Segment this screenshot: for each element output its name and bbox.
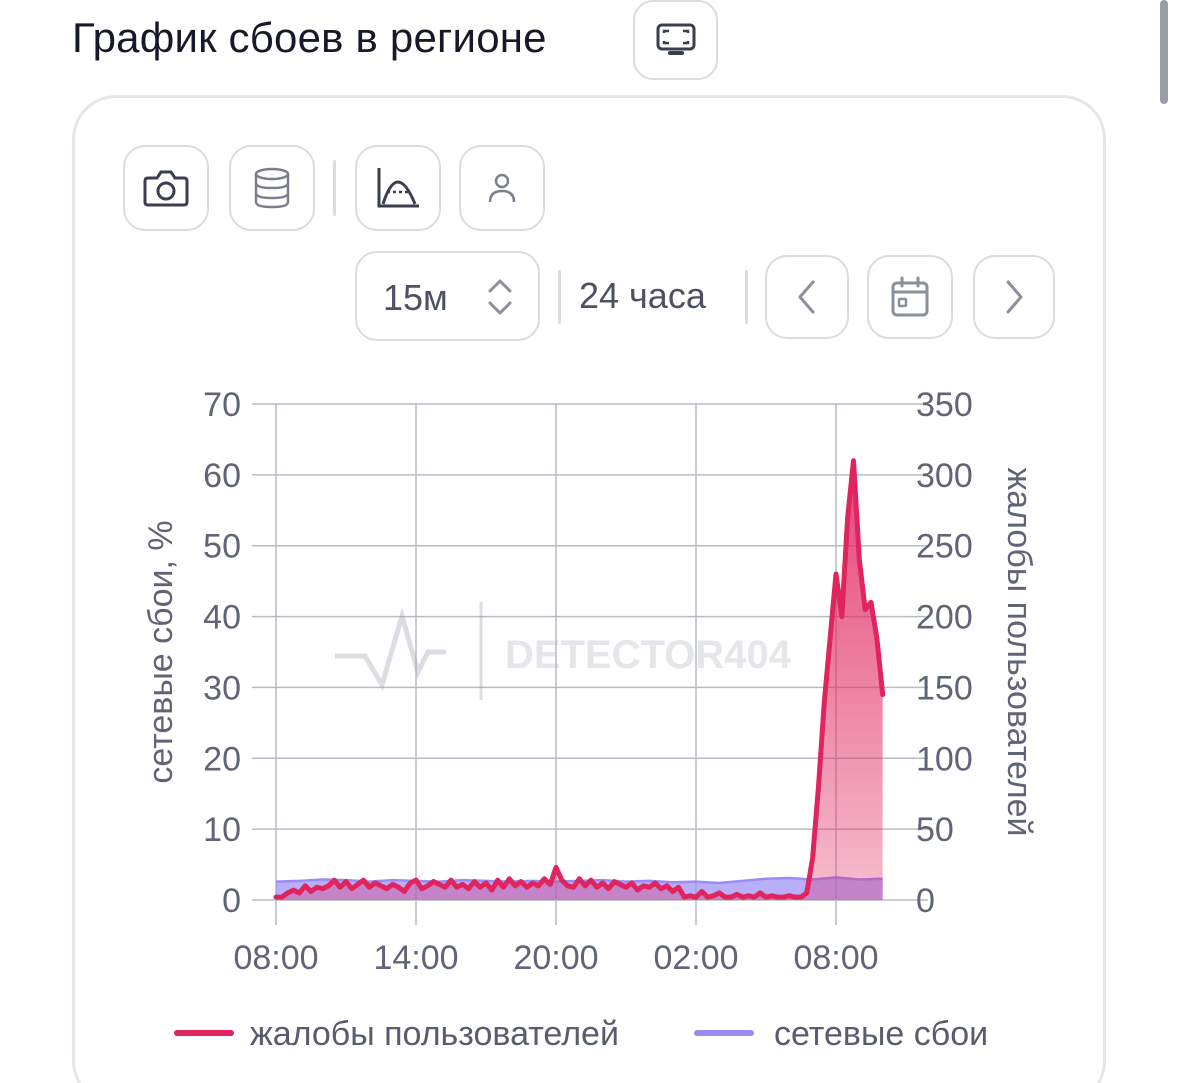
y2-tick-label: 300 [916, 457, 973, 495]
y2-tick-label: 100 [916, 740, 973, 778]
watermark: DETECTOR404 [335, 602, 792, 700]
controls-divider-left [558, 270, 561, 324]
interval-select[interactable]: 15м [355, 251, 540, 341]
legend-swatch-network [694, 1030, 754, 1036]
chart-type-button[interactable] [355, 145, 441, 231]
y-axis-title: сетевые сбои, % [142, 520, 180, 783]
chevron-left-icon [798, 280, 815, 314]
y2-axis-title: жалобы пользователей [1000, 468, 1038, 837]
watermark-text: DETECTOR404 [505, 633, 792, 677]
y-tick-label: 40 [203, 599, 241, 637]
x-tick-label: 08:00 [793, 939, 878, 977]
page-title: График сбоев в регионе [72, 14, 547, 61]
range-label[interactable]: 24 часа [579, 275, 706, 316]
toolbar-divider [333, 160, 336, 216]
chevron-right-icon [1006, 280, 1023, 314]
y2-tick-label: 200 [916, 599, 973, 637]
x-tick-label: 20:00 [513, 939, 598, 977]
y-tick-label: 20 [203, 740, 241, 778]
x-tick-label: 02:00 [653, 939, 738, 977]
series-complaints-line [273, 458, 886, 900]
y2-tick-label: 350 [916, 386, 973, 424]
y-tick-label: 30 [203, 669, 241, 707]
data-button[interactable] [229, 145, 315, 231]
user-filter-button[interactable] [459, 145, 545, 231]
chevron-up-down-icon [488, 279, 512, 315]
calendar-button[interactable] [867, 255, 953, 339]
series-complaints-area [276, 460, 883, 900]
legend-label-complaints[interactable]: жалобы пользователей [250, 1015, 619, 1053]
user-icon [488, 173, 516, 203]
legend-swatch-complaints [174, 1030, 234, 1036]
y-tick-label: 10 [203, 811, 241, 849]
y2-tick-label: 150 [916, 669, 973, 707]
prev-period-button[interactable] [765, 255, 849, 339]
page-scrollbar[interactable] [1160, 0, 1168, 104]
x-tick-label: 08:00 [233, 939, 318, 977]
next-period-button[interactable] [973, 255, 1055, 339]
fullscreen-icon [656, 23, 695, 55]
watermark-pulse-icon [335, 606, 446, 692]
chart-curve-icon [377, 168, 419, 208]
y-tick-label: 60 [203, 457, 241, 495]
fullscreen-button[interactable] [633, 0, 718, 80]
calendar-icon [891, 276, 929, 317]
controls-divider-right [745, 270, 748, 324]
database-icon [254, 167, 290, 209]
y2-tick-label: 0 [916, 882, 935, 920]
y2-tick-label: 50 [916, 811, 954, 849]
interval-value: 15м [383, 277, 448, 318]
x-tick-label: 14:00 [373, 939, 458, 977]
y-tick-label: 0 [222, 882, 241, 920]
y-tick-label: 50 [203, 528, 241, 566]
legend-label-network[interactable]: сетевые сбои [774, 1015, 989, 1053]
screenshot-button[interactable] [123, 145, 209, 231]
camera-icon [143, 170, 189, 207]
y2-tick-label: 250 [916, 528, 973, 566]
y-tick-label: 70 [203, 386, 241, 424]
